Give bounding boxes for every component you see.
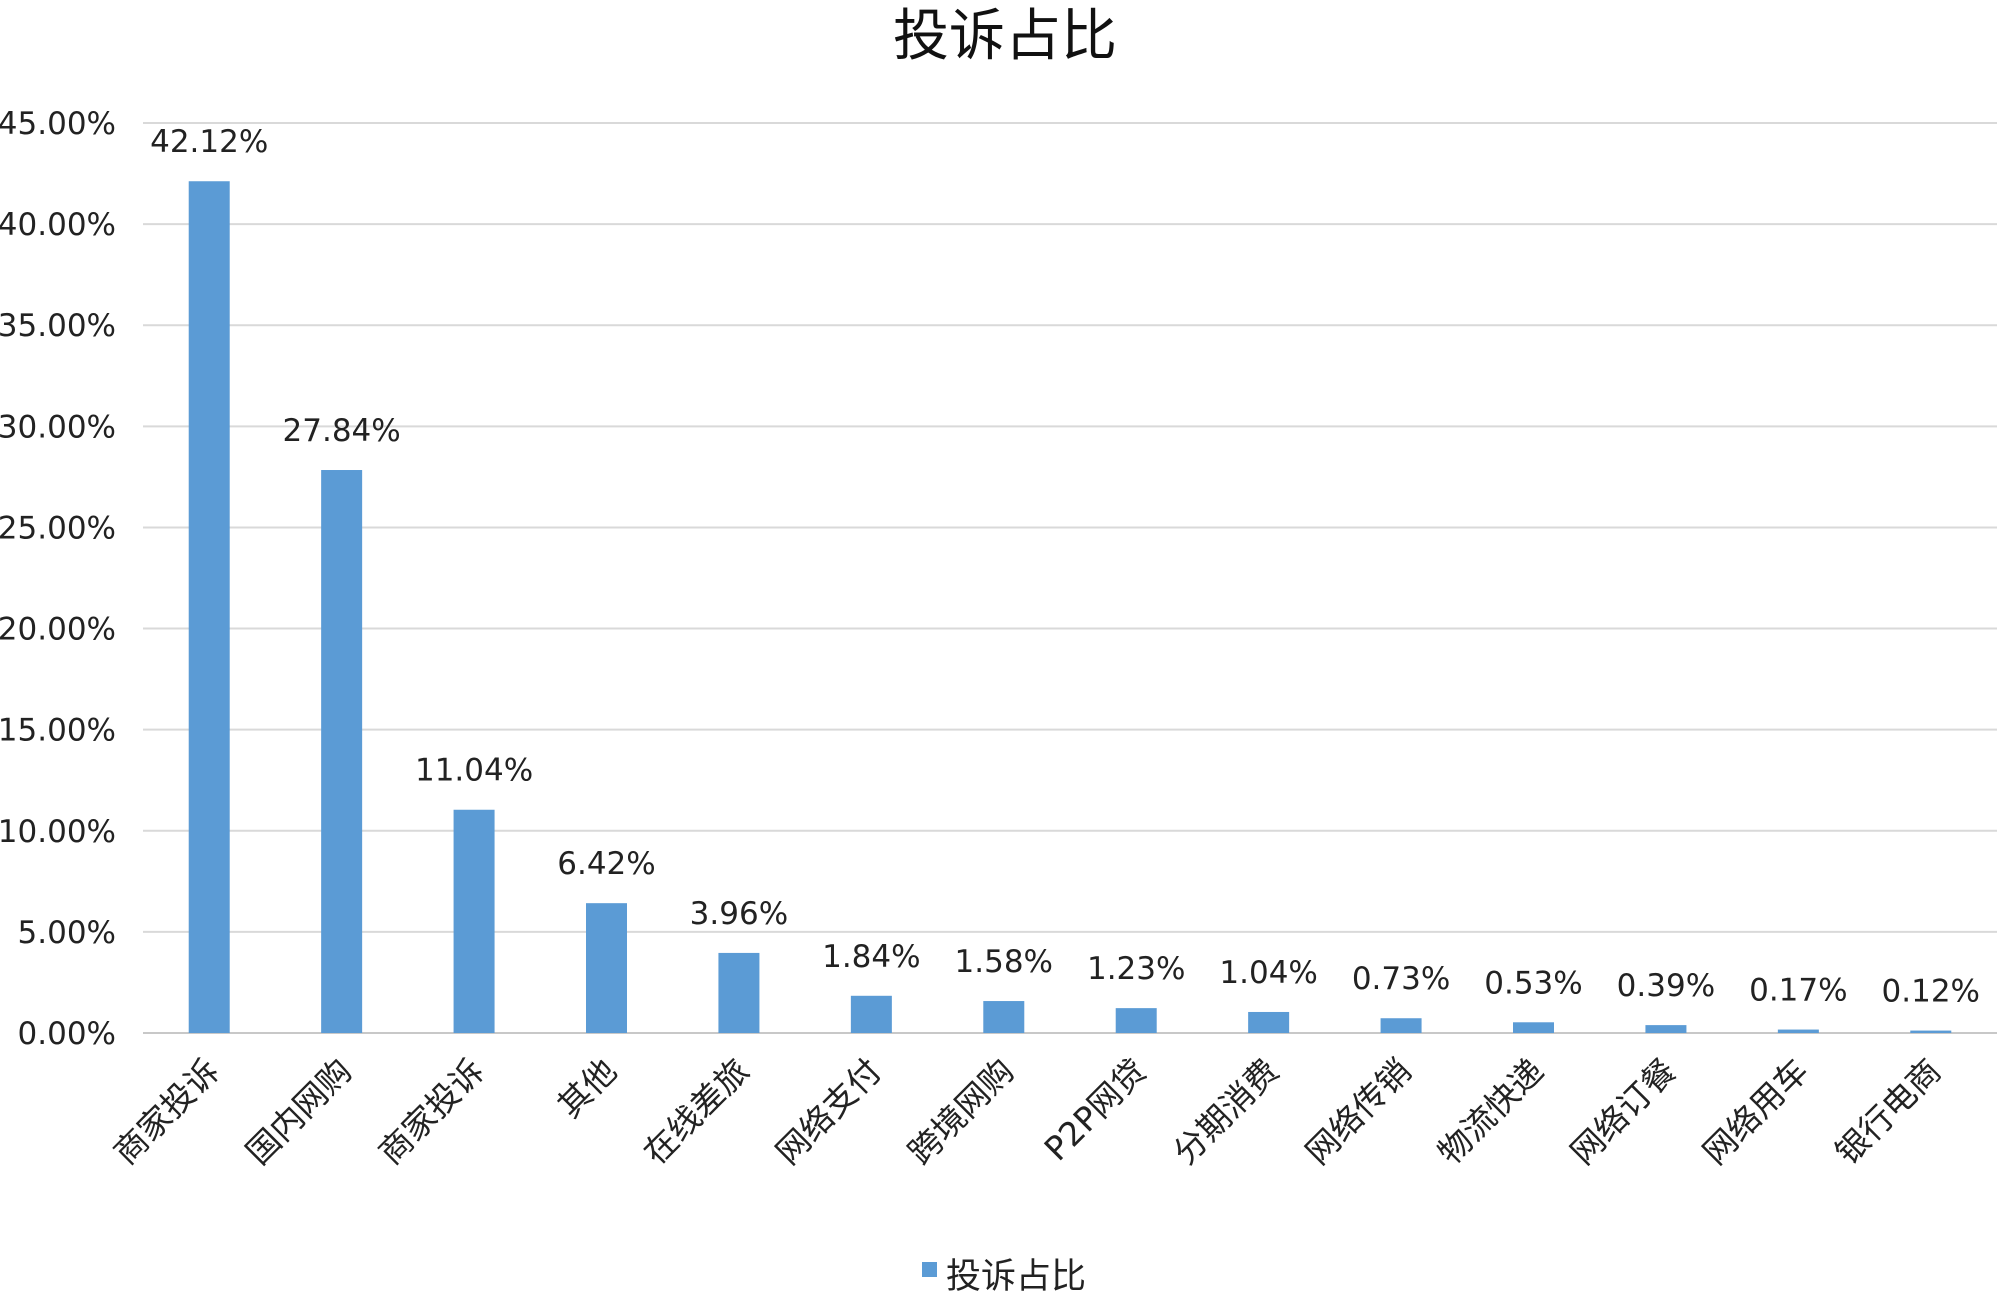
data-label: 42.12% [150, 124, 268, 160]
bar [321, 470, 363, 1034]
x-tick-label: 分期消费 [1165, 1051, 1286, 1172]
bar [188, 181, 230, 1034]
y-tick-label: 15.00% [0, 713, 116, 749]
bar [850, 995, 892, 1033]
data-label: 3.96% [690, 896, 788, 932]
data-label: 6.42% [557, 846, 655, 882]
x-tick-label: 网络支付 [768, 1051, 889, 1172]
chart-title: 投诉占比 [893, 4, 1117, 69]
data-label: 11.04% [415, 753, 533, 789]
x-tick-label: 在线差旅 [636, 1051, 757, 1172]
x-tick-label: 网络用车 [1695, 1051, 1816, 1172]
y-tick-label: 45.00% [0, 106, 116, 142]
bar [718, 952, 760, 1033]
data-label: 1.04% [1219, 955, 1317, 991]
bar [1248, 1011, 1290, 1033]
x-tick-label: 国内网购 [238, 1051, 359, 1172]
y-tick-label: 20.00% [0, 612, 116, 648]
bars [188, 181, 1952, 1034]
gridlines [143, 122, 1997, 1034]
x-tick-label: 商家投诉 [106, 1051, 227, 1172]
data-label: 0.39% [1617, 968, 1715, 1004]
bar [1380, 1018, 1422, 1033]
bar [1645, 1025, 1687, 1033]
y-tick-label: 5.00% [18, 915, 116, 951]
bar [1777, 1029, 1819, 1033]
data-label: 1.58% [955, 944, 1053, 980]
data-label: 0.12% [1882, 974, 1980, 1010]
y-tick-label: 25.00% [0, 510, 116, 546]
data-label: 0.73% [1352, 961, 1450, 997]
bar [453, 809, 495, 1033]
bar [1910, 1030, 1952, 1033]
x-tick-label: 银行电商 [1828, 1051, 1949, 1172]
legend-swatch [922, 1262, 937, 1277]
legend-label: 投诉占比 [946, 1257, 1086, 1297]
x-tick-label: P2P网贷 [1037, 1051, 1154, 1168]
legend: 投诉占比 [922, 1257, 1086, 1297]
data-label: 0.53% [1484, 965, 1582, 1001]
data-labels: 42.12% 27.84% 11.04% 6.42% 3.96% 1.84% 1.58% 1.… [150, 124, 1980, 1009]
data-label: 0.17% [1749, 973, 1847, 1009]
x-tick-label: 网络订餐 [1563, 1051, 1684, 1172]
y-axis-ticks: 0.00% 5.00% 10.00% 15.00% 20.00% 25.00% 30.00%… [0, 106, 116, 1052]
x-tick-label: 网络传销 [1298, 1051, 1419, 1172]
bar [1115, 1008, 1157, 1033]
x-axis-labels: 商家投诉 国内网购 商家投诉 其他 在线差旅 网络支付 跨境网购 P2P网贷 分期消费 网络传销物… [106, 1051, 1948, 1172]
y-tick-label: 0.00% [18, 1016, 116, 1052]
y-tick-label: 40.00% [0, 207, 116, 243]
data-label: 1.23% [1087, 951, 1185, 987]
bar [586, 903, 627, 1033]
bar [983, 1001, 1025, 1033]
y-tick-label: 30.00% [0, 409, 116, 445]
x-tick-label: 商家投诉 [371, 1051, 492, 1172]
data-label: 1.84% [822, 939, 920, 975]
y-tick-label: 35.00% [0, 308, 116, 344]
bar [1513, 1022, 1554, 1033]
x-tick-label: 物流快递 [1430, 1051, 1551, 1172]
y-tick-label: 10.00% [0, 814, 116, 850]
x-tick-label: 其他 [550, 1051, 624, 1125]
data-label: 27.84% [283, 413, 401, 449]
x-tick-label: 跨境网购 [901, 1051, 1022, 1172]
